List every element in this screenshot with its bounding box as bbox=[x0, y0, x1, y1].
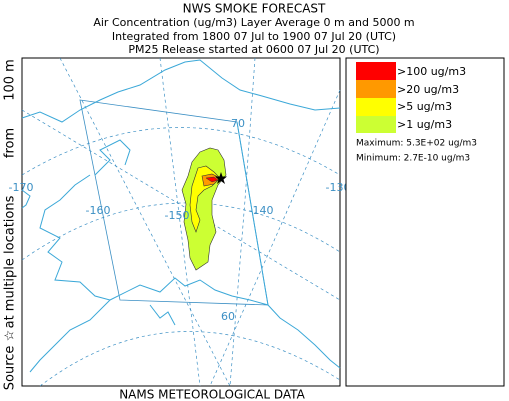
coastline bbox=[94, 139, 131, 176]
graticule bbox=[159, 57, 201, 387]
lat-label: 70 bbox=[231, 117, 245, 130]
legend-swatch bbox=[356, 62, 396, 80]
footer: NAMS METEOROLOGICAL DATA bbox=[119, 388, 305, 401]
coastline bbox=[21, 59, 341, 123]
coastline bbox=[149, 304, 176, 326]
title: NWS SMOKE FORECAST bbox=[183, 2, 326, 16]
side-text: at multiple locations bbox=[3, 195, 18, 328]
side-text: 100 m bbox=[3, 59, 18, 101]
legend-label: >100 ug/m3 bbox=[397, 65, 466, 78]
graticule bbox=[21, 109, 341, 301]
side-text: from bbox=[3, 128, 18, 158]
side-label: Source ☆ at multiple locations from 100 … bbox=[3, 59, 18, 390]
subtitle: PM25 Release started at 0600 07 Jul 20 (… bbox=[128, 43, 379, 56]
plume-100 bbox=[205, 176, 219, 183]
lon-label: -140 bbox=[249, 204, 274, 217]
legend-swatch bbox=[356, 80, 396, 98]
graticule bbox=[21, 202, 341, 261]
legend-label: >20 ug/m3 bbox=[397, 83, 459, 96]
lon-label: -130 bbox=[326, 181, 351, 194]
lon-label: -150 bbox=[165, 209, 190, 222]
legend-swatch bbox=[356, 98, 396, 116]
coastline bbox=[21, 189, 31, 209]
legend-min: Minimum: 2.7E-10 ug/m3 bbox=[356, 154, 470, 164]
graticule bbox=[39, 331, 341, 387]
legend-max: Maximum: 5.3E+02 ug/m3 bbox=[356, 139, 477, 149]
legend-swatch bbox=[356, 116, 396, 133]
legend-label: >1 ug/m3 bbox=[397, 118, 452, 131]
map-frame bbox=[21, 57, 341, 387]
graticule bbox=[209, 89, 341, 387]
graticule bbox=[229, 57, 256, 387]
subtitle: Integrated from 1800 07 Jul to 1900 07 J… bbox=[112, 30, 396, 43]
graticule bbox=[59, 57, 231, 387]
lat-label: 60 bbox=[221, 310, 235, 323]
lon-label: -160 bbox=[86, 204, 111, 217]
coastline bbox=[29, 174, 111, 373]
map: 70 -170 -160 -150 -140 -130 60 bbox=[9, 57, 351, 387]
lon-label: -170 bbox=[9, 181, 34, 194]
source-star bbox=[215, 172, 227, 184]
side-text: Source ☆ bbox=[3, 330, 18, 390]
graticule bbox=[21, 127, 341, 176]
legend-label: >5 ug/m3 bbox=[397, 100, 452, 113]
border bbox=[236, 121, 269, 306]
coastline bbox=[109, 277, 341, 369]
subtitle: Air Concentration (ug/m3) Layer Average … bbox=[93, 16, 414, 29]
